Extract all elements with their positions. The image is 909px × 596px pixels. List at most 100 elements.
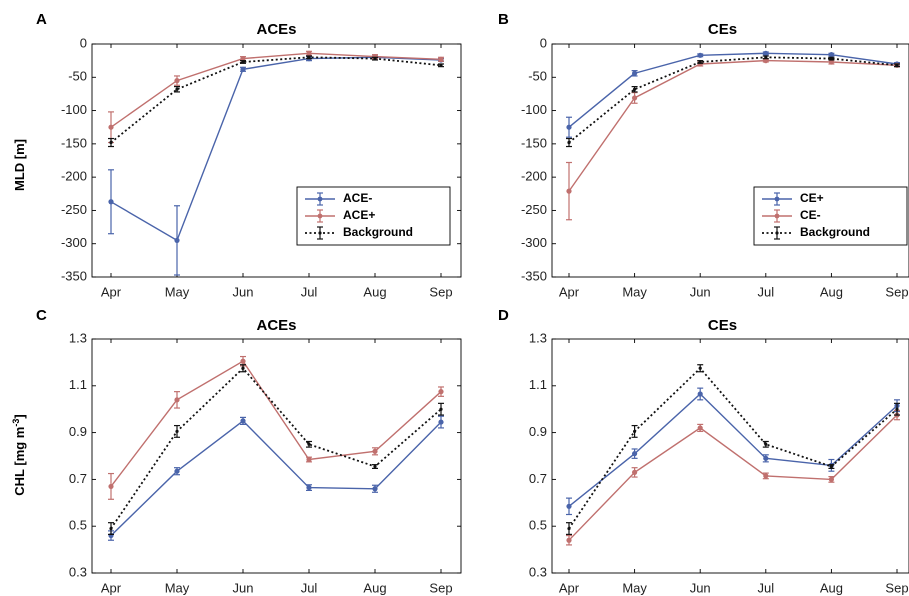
y-tick-label: -300: [61, 235, 87, 250]
y-tick-label: -300: [521, 235, 547, 250]
y-tick-label: -200: [61, 169, 87, 184]
y-tick-label: 1.1: [69, 377, 87, 392]
legend-label: ACE+: [343, 208, 375, 222]
y-tick-label: 1.3: [69, 330, 87, 345]
legend-swatch-marker: [775, 231, 779, 235]
data-point: [240, 56, 246, 62]
y-tick-label: 1.3: [529, 330, 547, 345]
data-point: [763, 473, 769, 479]
y-tick-label: 0.9: [529, 424, 547, 439]
y-tick-label: -250: [521, 202, 547, 217]
legend-swatch-marker: [774, 213, 780, 219]
panel-letter: C: [36, 307, 47, 324]
y-tick-label: -200: [521, 169, 547, 184]
x-tick-label: Jul: [301, 580, 318, 595]
data-point: [698, 366, 702, 370]
data-point: [828, 476, 835, 482]
panel-letter: B: [498, 11, 509, 28]
y-tick-label: 0.7: [69, 471, 87, 486]
data-point: [108, 483, 114, 490]
legend: ACE- ACE+ Background: [296, 186, 451, 246]
series-line-background: [568, 56, 898, 144]
y-tick-label: -50: [68, 69, 87, 84]
panel-title: ACEs: [256, 317, 296, 334]
data-point: [632, 451, 638, 457]
data-point: [108, 199, 114, 205]
plot-frame: [551, 43, 909, 278]
x-tick-label: May: [165, 580, 190, 595]
y-tick-label: 0: [80, 35, 87, 50]
legend-label: ACE-: [343, 191, 372, 205]
x-tick-label: Jun: [690, 580, 711, 595]
data-point: [566, 503, 572, 509]
x-tick-label: Jul: [757, 580, 774, 595]
x-tick-label: Apr: [101, 284, 122, 299]
y-tick-label: 0.5: [69, 518, 87, 533]
legend-label: Background: [800, 225, 870, 239]
series-line-ce: [568, 393, 898, 507]
data-point: [829, 57, 834, 61]
data-point: [241, 366, 245, 370]
data-point: [895, 407, 899, 411]
x-tick-label: Aug: [363, 284, 386, 299]
data-point: [240, 418, 246, 424]
legend-swatch-marker: [317, 213, 323, 219]
panel-a: A ACEs 0 -50 -100 -150 -200 -250 -300 -350 Apr May J…: [36, 11, 462, 299]
data-point: [307, 442, 311, 446]
x-tick-label: Jun: [233, 284, 254, 299]
data-point: [828, 52, 835, 58]
x-tick-label: Aug: [820, 284, 843, 299]
data-point: [439, 63, 443, 67]
data-point: [175, 429, 179, 434]
data-point: [175, 87, 179, 91]
series-line-background: [568, 366, 898, 530]
data-point: [174, 78, 180, 84]
plot-frame: [91, 43, 462, 278]
data-point: [632, 469, 638, 475]
data-point: [372, 486, 378, 492]
x-tick-label: Jul: [301, 284, 318, 299]
data-point: [764, 442, 768, 446]
panel-title: CEs: [708, 21, 737, 38]
y-tick-label: -100: [61, 102, 87, 117]
x-tick-label: Apr: [559, 580, 580, 595]
legend: CE+ CE- Background: [753, 186, 908, 246]
legend-label: Background: [343, 225, 413, 239]
data-point: [698, 60, 702, 64]
series-line-ce: [568, 59, 898, 192]
plot-frame: [551, 338, 909, 574]
data-point: [108, 124, 114, 130]
panel-title: ACEs: [256, 21, 296, 38]
y-tick-label: -350: [521, 268, 547, 283]
data-point: [697, 425, 703, 431]
data-point: [174, 397, 180, 403]
y-axis-label-mld: MLD [m]: [12, 139, 27, 191]
x-tick-label: May: [165, 284, 190, 299]
data-point: [174, 468, 180, 474]
data-point: [895, 63, 899, 67]
legend-label: CE+: [800, 191, 824, 205]
series-line-ace: [110, 52, 442, 128]
panel-letter: D: [498, 307, 509, 324]
y-tick-label: 0.7: [529, 471, 547, 486]
data-point: [763, 455, 769, 461]
legend-label: CE-: [800, 208, 821, 222]
y-tick-label: 0: [540, 35, 547, 50]
data-point: [566, 188, 572, 194]
data-point: [829, 464, 834, 469]
plot-frame: [91, 338, 462, 574]
y-tick-label: -150: [61, 135, 87, 150]
y-tick-label: -150: [521, 135, 547, 150]
data-point: [241, 60, 245, 64]
x-tick-label: Sep: [885, 284, 908, 299]
data-point: [373, 57, 377, 61]
y-tick-label: -250: [61, 202, 87, 217]
panel-c: C ACEs 0.3 0.5 0.7 0.9 1.1 1.3 Apr May Jun Jul Aug Se…: [36, 307, 462, 595]
data-point: [109, 140, 113, 145]
data-point: [763, 50, 769, 56]
x-tick-label: May: [622, 580, 647, 595]
panel-title: CEs: [708, 317, 737, 334]
data-point: [372, 448, 378, 454]
x-tick-label: Apr: [559, 284, 580, 299]
